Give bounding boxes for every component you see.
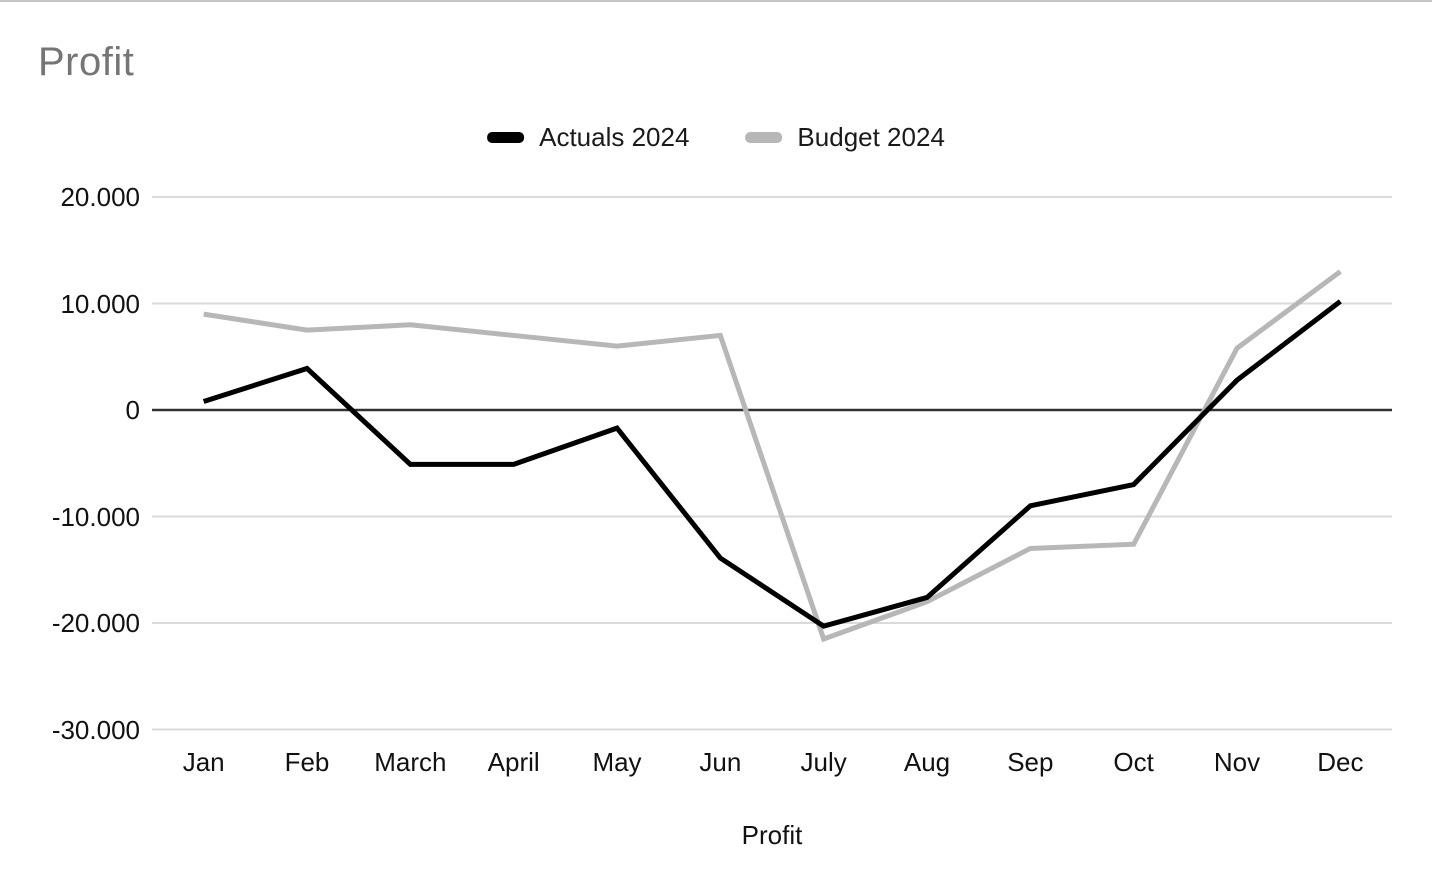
x-tick-label: Sep	[1007, 747, 1054, 777]
x-tick-label: July	[800, 747, 847, 777]
x-tick-label: Aug	[903, 747, 951, 777]
legend-item-budget-2024: Budget 2024	[745, 122, 945, 153]
legend-item-actuals-2024: Actuals 2024	[487, 122, 689, 153]
x-tick-label: Feb	[284, 747, 330, 777]
y-tick-label: 0	[125, 395, 140, 425]
x-tick-label: Jan	[182, 747, 225, 777]
legend-swatch-actuals-2024-icon	[487, 132, 525, 143]
x-tick-label: Jun	[699, 747, 742, 777]
x-tick-label: May	[592, 747, 642, 777]
legend-swatch-budget-2024-icon	[745, 132, 783, 143]
y-tick-label: 20.000	[60, 182, 140, 212]
series-line-budget-2024	[203, 269, 1342, 643]
y-tick-label: -30.000	[51, 714, 140, 745]
x-tick-label: April	[487, 747, 540, 777]
legend-label-budget-2024: Budget 2024	[797, 122, 945, 152]
series-line-actuals-2024	[202, 299, 1342, 629]
x-tick-label: Nov	[1213, 747, 1261, 777]
x-tick-label: Oct	[1113, 747, 1154, 777]
chart-title: Profit	[38, 40, 135, 84]
y-tick-label: -20.000	[51, 608, 140, 638]
x-tick-label: Dec	[1317, 747, 1364, 777]
x-tick-label: March	[374, 747, 447, 777]
y-tick-label: 10.000	[60, 288, 140, 319]
y-tick-label: -10.000	[51, 501, 140, 532]
chart-legend: Actuals 2024 Budget 2024	[487, 122, 945, 153]
legend-label-actuals-2024: Actuals 2024	[539, 122, 690, 152]
x-axis-title: Profit	[741, 820, 803, 850]
